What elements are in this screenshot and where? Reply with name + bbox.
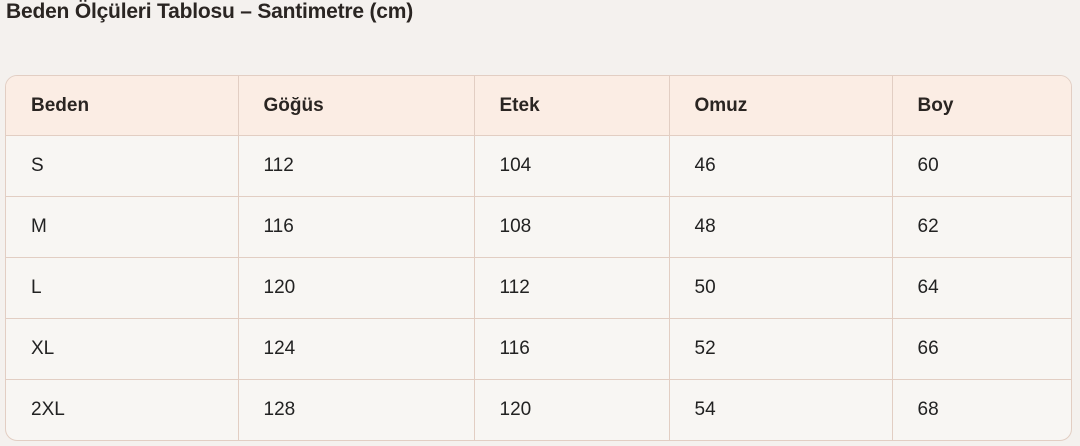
table-row: M 116 108 48 62 [6, 196, 1071, 258]
table-cell: 46 [669, 135, 893, 197]
column-header: Beden [6, 76, 239, 136]
table-cell: L [6, 257, 239, 319]
table-cell: 68 [917, 399, 939, 420]
table-row: S 112 104 46 60 [6, 135, 1071, 197]
table-row: XL 124 116 52 66 [6, 318, 1071, 380]
column-header: Etek [474, 76, 670, 136]
table-cell: 120 [238, 257, 475, 319]
column-header: Boy [892, 76, 1071, 136]
table-cell: 116 [474, 318, 670, 380]
table-cell: 54 [669, 379, 893, 440]
table-cell: 104 [474, 135, 670, 197]
table-cell: 60 [892, 135, 1071, 197]
table-row: 2XL 128 120 54 68 [6, 379, 1071, 440]
table-cell: 48 [669, 196, 893, 258]
table-cell: XL [6, 318, 239, 380]
table-cell: S [6, 135, 239, 197]
table-cell: 128 [238, 379, 475, 440]
size-table-container: Beden Göğüs Etek Omuz Boy S 112 104 46 60 M 116 108… [5, 75, 1072, 441]
column-header: Göğüs [238, 76, 475, 136]
table-cell: 124 [238, 318, 475, 380]
table-cell: 50 [669, 257, 893, 319]
table-cell: 112 [238, 135, 475, 197]
table-cell: M [6, 196, 239, 258]
table-cell: 116 [238, 196, 475, 258]
table-cell: 64 [892, 257, 1071, 319]
column-header: Omuz [669, 76, 893, 136]
table-row: L 120 112 50 64 [6, 257, 1071, 319]
table-cell: 112 [474, 257, 670, 319]
table-cell: 62 [892, 196, 1071, 258]
table-cell: 52 [669, 318, 893, 380]
page-title: Beden Ölçüleri Tablosu – Santimetre (cm) [6, 0, 414, 23]
table-cell: 120 [474, 379, 670, 440]
header-row: Beden Göğüs Etek Omuz Boy [6, 76, 1071, 136]
table-cell: 66 [892, 318, 1071, 380]
table-cell: 2XL [6, 379, 239, 440]
table-cell: 108 [474, 196, 670, 258]
size-table: Beden Göğüs Etek Omuz Boy S 112 104 46 60 M 116 108… [6, 76, 1071, 440]
